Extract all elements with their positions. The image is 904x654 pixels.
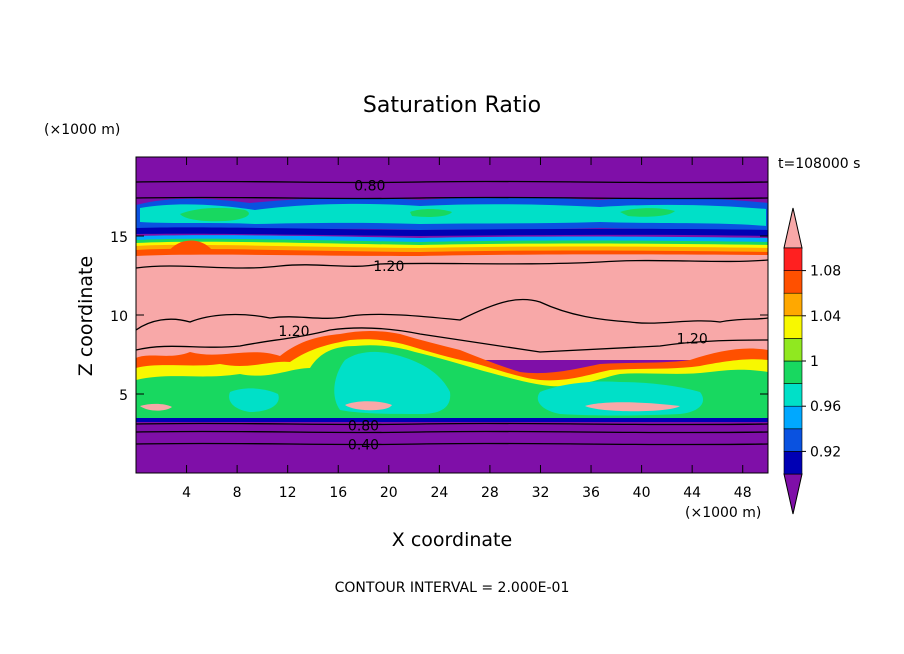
- upper-dark-blue-band: [136, 227, 768, 236]
- x-tick-label: 44: [683, 485, 701, 501]
- colorbar-swatch: [783, 292, 803, 317]
- contour-120-lower: [136, 327, 768, 353]
- contour-lower-2: [136, 430, 768, 434]
- colorbar-label: 0.92: [810, 444, 841, 460]
- contour-top-2: [136, 196, 768, 200]
- colorbar-swatch: [783, 247, 803, 271]
- colorbar-swatch: [783, 315, 803, 339]
- x-tick-label: 4: [182, 485, 191, 501]
- contour-label: 0.80: [354, 178, 385, 194]
- y-tick-label: 10: [110, 309, 128, 325]
- footer-contour-interval: CONTOUR INTERVAL = 2.000E-01: [335, 580, 570, 596]
- contour-080-lower: [136, 422, 768, 426]
- colorbar: 0.92 0.96 1 1.04 1.08: [783, 207, 841, 515]
- x-tick-label: 32: [532, 485, 550, 501]
- colorbar-label: 1.04: [810, 309, 841, 325]
- upper-green-patch-2: [410, 209, 452, 217]
- x-tick-label: 20: [380, 485, 398, 501]
- plot-area: 0.80 1.20 1.20 1.20 0.80 0.40: [136, 157, 768, 473]
- y-unit-label: (×1000 m): [44, 122, 120, 138]
- contour-labels: 0.80 1.20 1.20 1.20 0.80 0.40: [278, 178, 707, 453]
- colorbar-label: 1: [810, 354, 819, 370]
- colorbar-swatch: [783, 405, 803, 430]
- colorbar-label: 1.08: [810, 264, 841, 280]
- upper-cyan-band: [140, 203, 766, 226]
- lower-blue-band: [136, 418, 768, 422]
- x-tick-label: 12: [279, 485, 297, 501]
- x-tick-label: 28: [481, 485, 499, 501]
- x-tick-label: 40: [633, 485, 651, 501]
- colorbar-swatch: [783, 270, 803, 294]
- x-axis-title: X coordinate: [392, 529, 512, 551]
- contour-label: 1.20: [677, 332, 708, 348]
- cloud-layer-teal-3: [229, 388, 279, 412]
- cloud-base-pink-2: [585, 402, 680, 412]
- x-tick-label: 36: [582, 485, 600, 501]
- chart-title: Saturation Ratio: [363, 93, 541, 118]
- contour-label: 1.20: [278, 324, 309, 340]
- x-unit-label: (×1000 m): [685, 505, 761, 521]
- colorbar-swatch: [783, 338, 803, 362]
- upper-green-patch-3: [620, 208, 675, 217]
- x-tick-label: 24: [430, 485, 448, 501]
- contour-label: 0.40: [348, 438, 379, 454]
- time-label: t=108000 s: [778, 156, 860, 172]
- colorbar-extend-high: [783, 207, 803, 249]
- y-tick-label: 5: [119, 388, 128, 404]
- x-axis-ticks: 4 8 12 16 20 24 28 32 36 40 44 48: [182, 157, 752, 501]
- contour-040: [136, 442, 768, 446]
- contour-120-upper: [136, 259, 768, 269]
- y-axis-ticks: 5 10 15: [110, 230, 768, 404]
- x-tick-label: 8: [233, 485, 242, 501]
- x-tick-label: 48: [734, 485, 752, 501]
- contour-080-top: [136, 180, 768, 184]
- cloud-base-pink-1: [345, 401, 392, 411]
- cloud-layer-teal-1: [334, 351, 451, 414]
- contour-label: 0.80: [348, 419, 379, 435]
- colorbar-extend-low: [783, 473, 803, 515]
- upper-green-patch-1: [180, 207, 249, 222]
- x-tick-label: 16: [329, 485, 347, 501]
- cloud-base-pink-3: [140, 403, 172, 411]
- transition-bump-red: [168, 240, 212, 252]
- contour-120-middle: [136, 298, 768, 331]
- y-tick-label: 15: [110, 230, 128, 246]
- lower-dry-layer: [136, 422, 768, 473]
- contour-label: 1.20: [373, 259, 404, 275]
- colorbar-label: 0.96: [810, 399, 841, 415]
- colorbar-swatch: [783, 383, 803, 407]
- contour-lines: [136, 180, 768, 446]
- colorbar-swatch: [783, 451, 803, 475]
- supersaturated-region: [136, 254, 768, 360]
- colorbar-swatch: [783, 360, 803, 384]
- y-axis-title: Z coordinate: [75, 256, 97, 376]
- colorbar-swatch: [783, 428, 803, 452]
